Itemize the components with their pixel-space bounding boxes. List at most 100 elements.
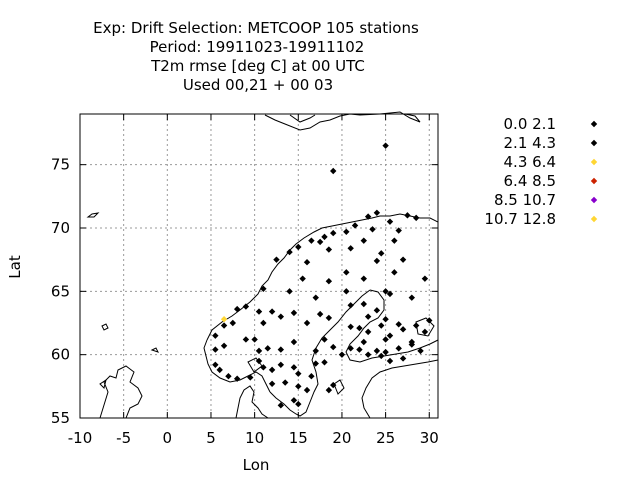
coast-denmark [235, 385, 269, 419]
station-marker [386, 357, 394, 365]
legend-label: 10.7 12.8 [484, 210, 556, 228]
station-marker [312, 360, 319, 367]
station-marker [378, 250, 385, 257]
station-marker [382, 348, 389, 356]
station-marker [290, 397, 298, 404]
station-marker [308, 237, 315, 244]
legend-marker [590, 120, 598, 128]
station-marker [421, 275, 429, 282]
station-marker [260, 285, 267, 292]
station-marker [330, 381, 337, 389]
x-tick-label: 0 [163, 429, 173, 447]
y-tick-label: 60 [51, 346, 70, 364]
coast-svalbard [264, 111, 421, 131]
station-marker [360, 275, 367, 282]
title-line-1: Exp: Drift Selection: METCOOP 105 statio… [93, 19, 419, 37]
station-marker [360, 237, 367, 244]
station-marker [273, 256, 280, 263]
station-marker [268, 308, 276, 315]
station-marker [290, 338, 298, 346]
station-marker [255, 308, 263, 315]
plot-frame [79, 113, 439, 419]
station-marker [299, 275, 306, 282]
station-marker [268, 366, 276, 374]
station-marker [303, 259, 311, 266]
station-marker [399, 326, 407, 333]
station-marker [391, 237, 398, 244]
station-marker [325, 278, 333, 285]
coast-scandinavia [206, 213, 439, 341]
station-marker [386, 218, 394, 225]
station-marker [247, 374, 254, 381]
station-marker [364, 328, 372, 336]
station-marker [330, 343, 337, 351]
station-marker [347, 245, 354, 252]
station-marker [356, 324, 363, 332]
station-marker [295, 370, 302, 377]
station-marker [395, 321, 402, 328]
station-marker [290, 309, 298, 317]
station-marker [382, 142, 389, 149]
x-tick-label: 5 [206, 429, 216, 447]
station-marker [295, 383, 302, 390]
y-axis-label: Lat [6, 255, 24, 279]
station-marker [382, 336, 389, 343]
station-marker [382, 288, 389, 295]
axis-tick-labels: -10 -5 0 5 10 15 20 25 30 55 60 65 70 75 [51, 156, 439, 447]
station-marker [343, 228, 350, 235]
station-marker [343, 288, 350, 295]
coast-norway-fjords [203, 339, 271, 393]
station-marker [212, 361, 219, 368]
coast-lake-ladoga [415, 317, 435, 337]
grid-lines [80, 114, 438, 418]
coastline-outline [86, 111, 439, 419]
station-marker [316, 310, 324, 318]
station-marker [242, 336, 250, 343]
legend-label: 0.0 2.1 [504, 115, 556, 133]
station-marker [351, 222, 359, 229]
station-marker [220, 342, 228, 349]
coast-orkney [150, 347, 159, 353]
station-marker [338, 351, 346, 358]
station-marker [290, 364, 298, 371]
station-marker [417, 347, 424, 355]
station-marker [325, 386, 333, 394]
station-marker [303, 319, 311, 327]
y-tick-label: 70 [51, 219, 70, 237]
station-marker [382, 316, 389, 323]
station-marker [408, 294, 416, 301]
station-marker [360, 338, 367, 346]
station-marker [260, 319, 267, 327]
station-marker [321, 233, 328, 241]
station-marker [356, 346, 363, 353]
station-marker [347, 302, 354, 309]
station-marker [343, 269, 350, 276]
legend-label: 6.4 8.5 [504, 172, 556, 190]
station-marker [399, 355, 407, 362]
station-marker [373, 209, 381, 216]
station-marker [404, 212, 411, 219]
title-line-2: Period: 19911023-19911102 [150, 38, 365, 56]
station-marker [347, 345, 354, 352]
station-marker [321, 336, 328, 343]
station-marker [281, 379, 289, 386]
station-marker [277, 313, 285, 320]
x-tick-label: 20 [332, 429, 351, 447]
station-marker [260, 364, 267, 371]
station-marker [399, 256, 407, 263]
station-marker [321, 359, 328, 366]
x-tick-label: -10 [68, 429, 93, 447]
station-marker [277, 402, 285, 409]
station-marker [216, 366, 223, 374]
station-marker [369, 226, 376, 233]
coast-gotland [333, 379, 345, 395]
station-marker [220, 322, 228, 329]
station-marker [373, 347, 381, 355]
station-marker [312, 294, 319, 301]
station-marker [286, 288, 293, 295]
station-marker [330, 167, 337, 175]
title-line-3: T2m rmse [deg C] at 00 UTC [150, 57, 365, 75]
station-marker [242, 303, 250, 310]
x-tick-label: -5 [116, 429, 131, 447]
coast-bothnia-east [345, 289, 439, 363]
